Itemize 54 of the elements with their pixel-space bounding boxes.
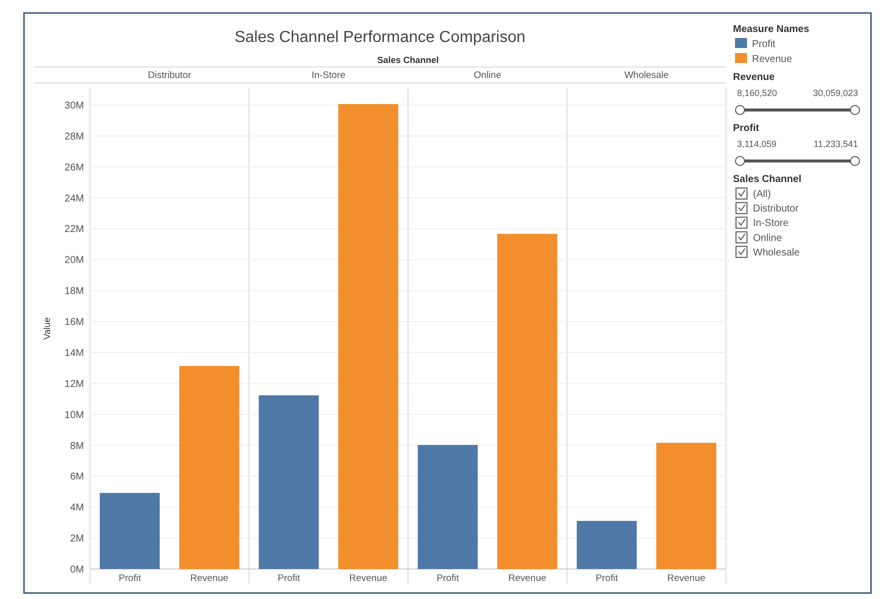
chart-title: Sales Channel Performance Comparison bbox=[234, 29, 526, 46]
y-tick-label: 14M bbox=[64, 348, 84, 359]
bar bbox=[258, 395, 319, 569]
text: 8,160,520 bbox=[737, 88, 778, 98]
x-axis-title: Sales Channel bbox=[377, 55, 439, 65]
y-tick-label: 18M bbox=[64, 286, 84, 298]
text: Profit bbox=[596, 573, 618, 584]
y-tick-label: 0M bbox=[70, 564, 84, 576]
text: Profit bbox=[436, 573, 459, 584]
y-tick-label: 30M bbox=[64, 100, 84, 112]
text: Sales Channel bbox=[733, 174, 802, 185]
text: In-Store bbox=[753, 218, 790, 230]
bar bbox=[418, 444, 478, 569]
bar bbox=[179, 366, 240, 569]
text: Profit bbox=[118, 573, 141, 584]
x-tick-label: Distributor bbox=[148, 70, 192, 81]
y-axis-title: Value bbox=[42, 317, 52, 340]
y-tick-label: 12M bbox=[64, 378, 84, 390]
text: Revenue bbox=[667, 573, 706, 584]
y-tick-label: 8M bbox=[70, 440, 84, 452]
x-tick-label: In-Store bbox=[312, 70, 346, 81]
legend-label: Revenue bbox=[752, 54, 792, 65]
y-tick-label: 6M bbox=[70, 472, 84, 483]
y-tick-label: 24M bbox=[64, 193, 84, 204]
bar bbox=[576, 520, 637, 569]
text: Revenue bbox=[733, 72, 776, 83]
legend-label: Profit bbox=[752, 39, 776, 50]
text: Revenue bbox=[349, 573, 388, 584]
text: (All) bbox=[753, 189, 771, 200]
legend-title: Measure Names bbox=[733, 24, 810, 35]
text: 30,059,023 bbox=[812, 88, 858, 98]
bar bbox=[497, 234, 558, 569]
text: Wholesale bbox=[753, 247, 800, 258]
text: Online bbox=[753, 232, 782, 244]
y-tick-label: 2M bbox=[70, 534, 84, 545]
text: Profit bbox=[733, 123, 760, 134]
bar bbox=[656, 442, 716, 569]
text: Revenue bbox=[190, 573, 228, 584]
text: Revenue bbox=[508, 573, 546, 584]
y-tick-label: 26M bbox=[64, 162, 84, 174]
y-tick-label: 4M bbox=[70, 502, 84, 514]
text: Distributor bbox=[753, 204, 800, 215]
y-tick-label: 20M bbox=[64, 255, 84, 266]
text: Profit bbox=[278, 573, 300, 584]
bar bbox=[338, 104, 398, 569]
y-tick-label: 16M bbox=[64, 317, 84, 328]
text: 11,233,541 bbox=[814, 139, 858, 149]
y-tick-label: 22M bbox=[64, 224, 84, 236]
x-tick-label: Wholesale bbox=[624, 70, 669, 81]
y-tick-label: 10M bbox=[64, 410, 84, 421]
text: 3,114,059 bbox=[737, 139, 776, 149]
bar bbox=[100, 492, 160, 569]
x-tick-label: Online bbox=[474, 70, 502, 81]
y-tick-label: 28M bbox=[64, 131, 84, 142]
